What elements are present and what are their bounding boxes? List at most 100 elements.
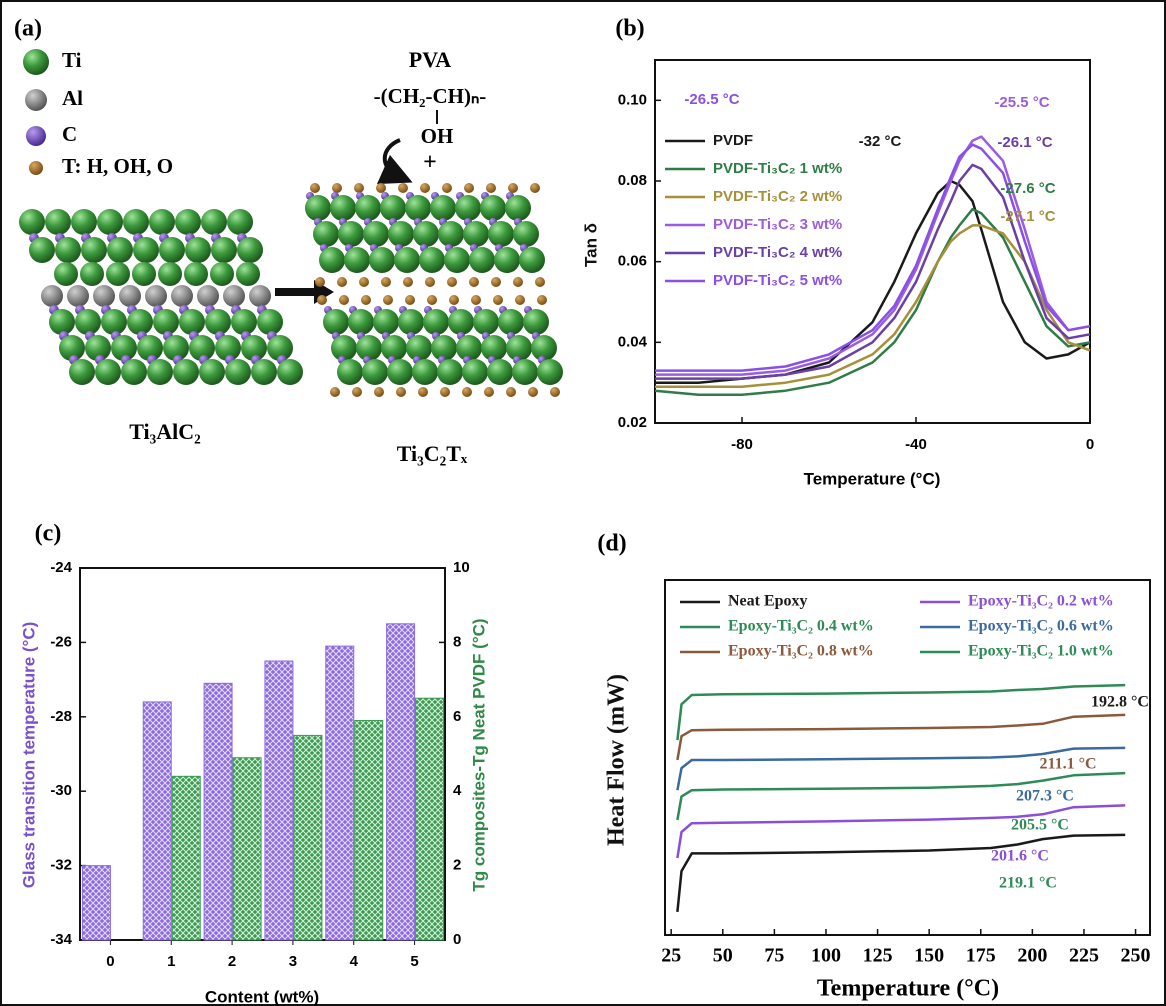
x-tick-label: 125 — [863, 945, 893, 967]
atom — [97, 209, 123, 235]
caption: Ti₃AlC₂ — [129, 419, 201, 444]
x-tick-label: 75 — [764, 945, 784, 967]
atom — [323, 309, 349, 335]
atom — [127, 309, 153, 335]
atom — [419, 247, 445, 273]
atom — [305, 195, 331, 221]
data-line — [655, 135, 1091, 376]
atom — [537, 295, 547, 305]
atom — [41, 285, 63, 307]
atom — [363, 221, 389, 247]
atom — [330, 195, 356, 221]
legend-label: Epoxy-Ti₃C₂ 0.6 wt% — [968, 618, 1114, 635]
atom — [123, 209, 149, 235]
atom — [373, 309, 399, 335]
data-line — [676, 683, 1126, 741]
legend-label: Epoxy-Ti₃C₂ 0.8 wt% — [728, 643, 874, 660]
atom — [331, 335, 357, 361]
x-tick-label: -40 — [905, 436, 927, 453]
atom — [506, 335, 532, 361]
atom — [158, 262, 182, 286]
atom — [55, 237, 81, 263]
legend-label: Ti — [62, 48, 82, 72]
atom — [506, 387, 516, 397]
atom — [95, 359, 121, 385]
annotation: -32 °C — [859, 133, 902, 150]
atom — [531, 335, 557, 361]
bar — [232, 757, 262, 941]
data-line — [654, 207, 1091, 397]
data-line — [676, 713, 1126, 761]
atom — [201, 209, 227, 235]
atom — [153, 309, 179, 335]
atom — [267, 335, 293, 361]
atom — [449, 295, 459, 305]
atom — [442, 183, 452, 193]
y-tick-label: 0.10 — [618, 91, 647, 108]
x-tick-label: 225 — [1069, 945, 1099, 967]
atom — [197, 285, 219, 307]
atom — [550, 387, 560, 397]
bar — [325, 645, 355, 941]
atom — [67, 285, 89, 307]
atom — [315, 277, 325, 287]
atom — [484, 387, 494, 397]
bar — [81, 865, 111, 941]
x-axis-title: Temperature (°C) — [804, 469, 941, 488]
atom — [469, 277, 479, 287]
atom — [523, 309, 549, 335]
data-line — [676, 804, 1126, 859]
y-tick-label: -30 — [50, 782, 72, 799]
atom — [440, 387, 450, 397]
annotation: 201.6 °C — [991, 848, 1049, 865]
atom — [505, 195, 531, 221]
atom — [171, 285, 193, 307]
legend-atom — [29, 161, 43, 175]
atom — [405, 195, 431, 221]
atom — [241, 335, 267, 361]
atom — [54, 262, 78, 286]
panel-label: (b) — [615, 16, 644, 42]
atom — [107, 237, 133, 263]
y2-tick-label: 10 — [453, 559, 470, 576]
y-tick-label: -32 — [50, 857, 72, 874]
atom — [463, 221, 489, 247]
annotation: -27.1 °C — [1000, 208, 1055, 225]
legend-label: PVDF-Ti₃C₂ 2 wt% — [713, 188, 842, 205]
y2-tick-label: 2 — [453, 857, 461, 874]
atom — [487, 359, 513, 385]
atom — [185, 237, 211, 263]
y-tick-label: -26 — [50, 633, 72, 650]
atom — [80, 262, 104, 286]
atom — [383, 295, 393, 305]
atom — [147, 359, 173, 385]
atom — [515, 295, 525, 305]
atom — [45, 209, 71, 235]
atom — [394, 247, 420, 273]
atom — [530, 183, 540, 193]
atom — [362, 359, 388, 385]
atom — [356, 335, 382, 361]
x-tick-label: 25 — [661, 945, 681, 967]
data-line — [676, 833, 1126, 913]
side-group: OH — [421, 124, 454, 148]
panel: (c) Content (wt%) Glass transition tempera… — [19, 521, 488, 1006]
atom — [481, 335, 507, 361]
polymer-name: PVA — [409, 47, 451, 72]
atom — [493, 295, 503, 305]
bar — [264, 660, 294, 941]
atom — [189, 335, 215, 361]
plot-frame — [664, 579, 1151, 936]
data-line — [655, 143, 1091, 372]
curved-arrow — [376, 138, 413, 185]
atom — [173, 359, 199, 385]
atom — [319, 247, 345, 273]
y-axis-title: Heat Flow (mW) — [604, 674, 630, 846]
atom — [330, 387, 340, 397]
legend-label: Al — [62, 86, 83, 110]
panel-label: (c) — [35, 521, 62, 547]
atom — [310, 183, 320, 193]
atom — [251, 359, 277, 385]
x-tick-label: 250 — [1121, 945, 1151, 967]
atom — [513, 277, 523, 287]
